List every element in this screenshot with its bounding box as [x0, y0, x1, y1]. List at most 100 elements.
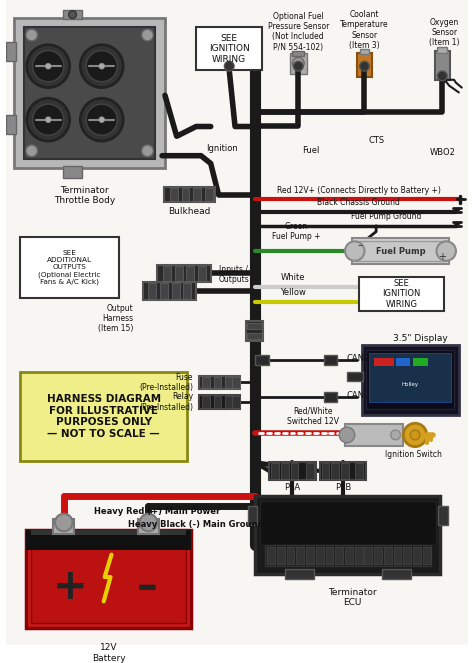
Bar — [287, 547, 294, 564]
Bar — [63, 166, 82, 178]
Bar — [355, 463, 363, 479]
Bar — [53, 518, 74, 534]
Circle shape — [438, 71, 447, 81]
Bar — [170, 188, 178, 202]
Bar — [14, 17, 165, 168]
Text: SEE
ADDITIONAL
OUTPUTS
(Optional Electric
Fans & A/C Kick): SEE ADDITIONAL OUTPUTS (Optional Electri… — [38, 250, 101, 285]
Bar — [394, 547, 401, 564]
Circle shape — [80, 98, 123, 141]
Bar — [357, 52, 372, 77]
Bar — [345, 424, 403, 446]
Bar — [306, 547, 314, 564]
Text: Oxygen
Sensor
(Item 1): Oxygen Sensor (Item 1) — [429, 17, 459, 47]
Bar — [384, 547, 392, 564]
Bar — [199, 376, 240, 389]
Bar — [148, 283, 156, 299]
Circle shape — [339, 427, 355, 443]
Text: Heavy Red (+) Main Power: Heavy Red (+) Main Power — [94, 507, 220, 516]
Text: Red/White
Switched 12V: Red/White Switched 12V — [287, 407, 339, 426]
Bar — [214, 396, 221, 408]
Text: Heavy Black (-) Main Ground: Heavy Black (-) Main Ground — [128, 520, 264, 529]
Bar — [172, 283, 180, 299]
Bar — [225, 396, 233, 408]
Text: Fuse
(Pre-Installed): Fuse (Pre-Installed) — [139, 373, 193, 392]
Bar — [26, 530, 191, 628]
Text: Terminator
Throttle Body: Terminator Throttle Body — [54, 186, 115, 206]
Bar — [31, 530, 186, 535]
Bar — [355, 241, 446, 261]
Circle shape — [33, 104, 64, 135]
Text: P1A: P1A — [284, 483, 301, 492]
Text: 3.5" Display: 3.5" Display — [392, 333, 447, 343]
Circle shape — [360, 61, 369, 71]
Bar — [26, 530, 191, 550]
Bar — [24, 27, 155, 158]
Text: Coolant
Temperature
Sensor
(Item 3): Coolant Temperature Sensor (Item 3) — [340, 10, 389, 50]
Circle shape — [33, 50, 64, 82]
Text: 12V
Battery: 12V Battery — [92, 643, 125, 662]
Circle shape — [142, 145, 153, 156]
Text: Fuel Pump Ground: Fuel Pump Ground — [351, 212, 421, 221]
Bar — [205, 188, 213, 202]
Bar — [374, 547, 382, 564]
Text: Fuel Pump: Fuel Pump — [376, 247, 425, 255]
Text: HARNESS DIAGRAM
FOR ILLUSTRATIVE
PURPOSES ONLY
— NOT TO SCALE —: HARNESS DIAGRAM FOR ILLUSTRATIVE PURPOSE… — [46, 394, 161, 439]
Bar — [143, 282, 196, 300]
Circle shape — [26, 29, 37, 41]
Bar — [182, 188, 189, 202]
Bar — [322, 463, 329, 479]
Text: WBO2: WBO2 — [429, 148, 456, 157]
Text: Holley: Holley — [401, 382, 419, 387]
Text: Fuel: Fuel — [302, 146, 319, 155]
Circle shape — [391, 430, 401, 440]
Bar — [232, 396, 240, 408]
Circle shape — [437, 241, 456, 261]
Text: +: + — [438, 252, 447, 262]
Bar — [202, 396, 210, 408]
Bar — [438, 46, 447, 52]
Bar — [413, 358, 428, 366]
Bar — [248, 506, 257, 526]
Bar — [292, 50, 304, 56]
Text: White: White — [281, 273, 306, 282]
Text: CTS: CTS — [368, 136, 384, 145]
Bar — [365, 547, 372, 564]
Bar — [255, 497, 440, 574]
Bar — [281, 463, 289, 479]
Bar — [423, 547, 431, 564]
Bar — [193, 188, 201, 202]
Bar — [138, 518, 159, 534]
Circle shape — [27, 98, 70, 141]
Circle shape — [99, 117, 105, 123]
Bar — [260, 501, 436, 545]
Bar — [267, 547, 275, 564]
Bar — [362, 345, 459, 416]
Circle shape — [69, 11, 76, 19]
Bar — [246, 321, 263, 341]
Bar — [271, 463, 279, 479]
Bar — [247, 323, 262, 329]
Bar — [355, 547, 363, 564]
Text: SEE
IGNITION
WIRING: SEE IGNITION WIRING — [209, 34, 250, 64]
Circle shape — [86, 104, 117, 135]
Bar — [285, 570, 314, 579]
Bar — [63, 10, 82, 19]
Bar — [341, 463, 349, 479]
Bar — [183, 283, 191, 299]
Bar — [345, 547, 353, 564]
Circle shape — [86, 50, 117, 82]
Bar — [247, 333, 262, 339]
Bar — [6, 115, 16, 135]
Bar — [164, 187, 215, 202]
Bar — [374, 358, 394, 366]
Circle shape — [142, 29, 153, 41]
Bar — [157, 265, 211, 282]
Bar — [196, 27, 262, 70]
Bar — [290, 52, 307, 74]
Bar — [435, 50, 450, 80]
Bar — [175, 266, 182, 281]
Bar — [319, 462, 366, 480]
Bar — [306, 463, 314, 479]
Text: Ignition: Ignition — [207, 144, 238, 153]
Bar — [326, 547, 333, 564]
